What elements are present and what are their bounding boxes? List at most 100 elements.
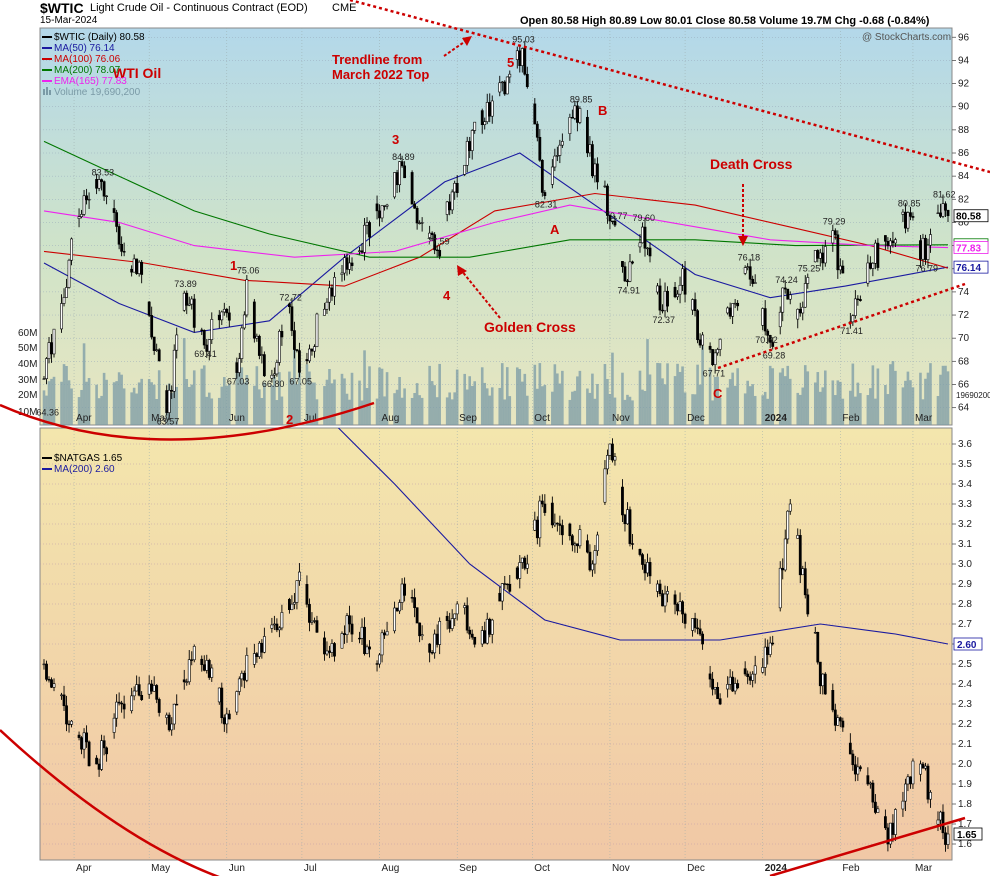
natgas-bar-body — [47, 679, 51, 681]
volume-bar — [906, 371, 910, 425]
volume-bar — [904, 380, 907, 425]
natgas-bar-body — [553, 522, 557, 526]
natgas-bar-body — [375, 663, 379, 665]
wtic-bar-body — [240, 327, 244, 359]
wtic-bar-body — [473, 121, 477, 131]
last-value-tag — [953, 241, 989, 254]
volume-bar — [395, 389, 399, 425]
volume-bar — [753, 395, 757, 425]
month-tick-label: 2024 — [765, 413, 788, 424]
volume-bar — [711, 400, 714, 425]
wtic-bar-body — [175, 334, 179, 351]
volume-bar — [941, 365, 945, 425]
month-tick-label: Mar — [915, 413, 933, 424]
wtic-bar-body — [763, 308, 767, 332]
natgas-bar-body — [240, 672, 244, 680]
wtic-bar-body — [217, 314, 221, 321]
wtic-bar-body — [490, 100, 494, 117]
volume-bar — [135, 393, 138, 425]
volume-bar — [886, 394, 890, 425]
volume-bar — [781, 368, 785, 425]
natgas-bar-body — [293, 602, 296, 605]
volume-bar — [751, 384, 754, 425]
volume-bar — [150, 382, 153, 425]
volume-bar — [816, 372, 820, 425]
natgas-bar-body — [445, 615, 449, 621]
natgas-bar-body — [135, 684, 139, 692]
volume-bar — [631, 400, 634, 425]
month-tick-label: May — [151, 413, 170, 424]
volume-bar — [455, 369, 459, 425]
price-gridlines — [40, 28, 952, 425]
price-extreme-label: 76.79 — [915, 264, 938, 274]
volume-bar — [245, 375, 249, 425]
wtic-bar-body — [911, 216, 915, 218]
price-tick-label: 70 — [958, 333, 970, 344]
wtic-bar-body — [147, 301, 151, 316]
natgas-bar-body — [328, 650, 331, 653]
natgas-bar-body — [400, 583, 404, 603]
natgas-bar-body — [613, 456, 617, 461]
volume-bar — [520, 381, 524, 425]
wtic-bar-body — [365, 222, 369, 226]
price-extreme-label: 79.29 — [823, 217, 846, 227]
volume-bar — [681, 366, 684, 425]
wtic-bar-body — [368, 222, 371, 238]
volume-bar — [453, 392, 456, 425]
wtic-bar-body — [140, 261, 144, 275]
natgas-bar-body — [716, 686, 720, 699]
natgas-bar-body — [415, 607, 419, 624]
wtic-bar-body — [132, 258, 136, 273]
volume-bar — [894, 370, 897, 425]
volume-bar — [488, 395, 492, 425]
wtic-bar-body — [518, 50, 522, 66]
wtic-bar-body — [130, 268, 134, 273]
volume-bar — [606, 378, 609, 425]
natgas-bar-body — [666, 591, 669, 595]
price-extreme-label: 67.03 — [227, 377, 250, 387]
volume-bar — [696, 364, 699, 425]
natgas-tick-label: 3.3 — [958, 499, 972, 510]
natgas-bar-body — [428, 643, 432, 653]
price-extreme-label: 71.41 — [840, 326, 863, 336]
natgas-bar-body — [450, 618, 454, 629]
natgas-bar-body — [781, 567, 785, 571]
natgas-tick-label: 2.1 — [958, 739, 972, 750]
wtic-bar-body — [716, 349, 720, 354]
wtic-bar-body — [503, 81, 507, 95]
volume-bar — [518, 369, 522, 425]
wtic-bar-body — [946, 209, 950, 217]
natgas-bar-body — [170, 723, 174, 731]
wtic-bar-body — [906, 212, 910, 229]
natgas-tick-label: 1.7 — [958, 819, 972, 830]
volume-bar — [841, 398, 845, 425]
natgas-bar-body — [490, 619, 494, 635]
wtic-bar-body — [220, 311, 224, 321]
wtic-bar-body — [761, 308, 765, 326]
volume-bar — [884, 384, 887, 425]
wtic-bar-body — [102, 181, 106, 197]
wtic-bar-body — [345, 257, 349, 270]
wtic-bar-body — [941, 203, 945, 217]
natgas-bar-body — [175, 703, 179, 706]
wtic-bar-body — [944, 203, 947, 211]
ema165-line — [43, 204, 949, 258]
natgas-bar-body — [558, 523, 562, 526]
wtic-bar-body — [202, 330, 206, 346]
natgas-bar-body — [748, 676, 752, 681]
natgas-bar-body — [468, 629, 472, 635]
volume-bar — [97, 398, 101, 425]
volume-bar — [273, 376, 276, 425]
volume-bar — [726, 387, 729, 425]
wtic-bar-body — [608, 215, 612, 222]
volume-bar — [82, 343, 86, 425]
volume-bar — [571, 391, 574, 425]
wtic-bar-body — [117, 226, 121, 245]
volume-bar — [676, 363, 679, 425]
wtic-bar-body — [403, 165, 406, 179]
wtic-bar-body — [358, 250, 361, 252]
natgas-bar-body — [788, 503, 792, 512]
volume-bar — [641, 389, 644, 425]
wtic-bar-body — [227, 312, 231, 321]
wtic-bar-body — [831, 230, 835, 244]
